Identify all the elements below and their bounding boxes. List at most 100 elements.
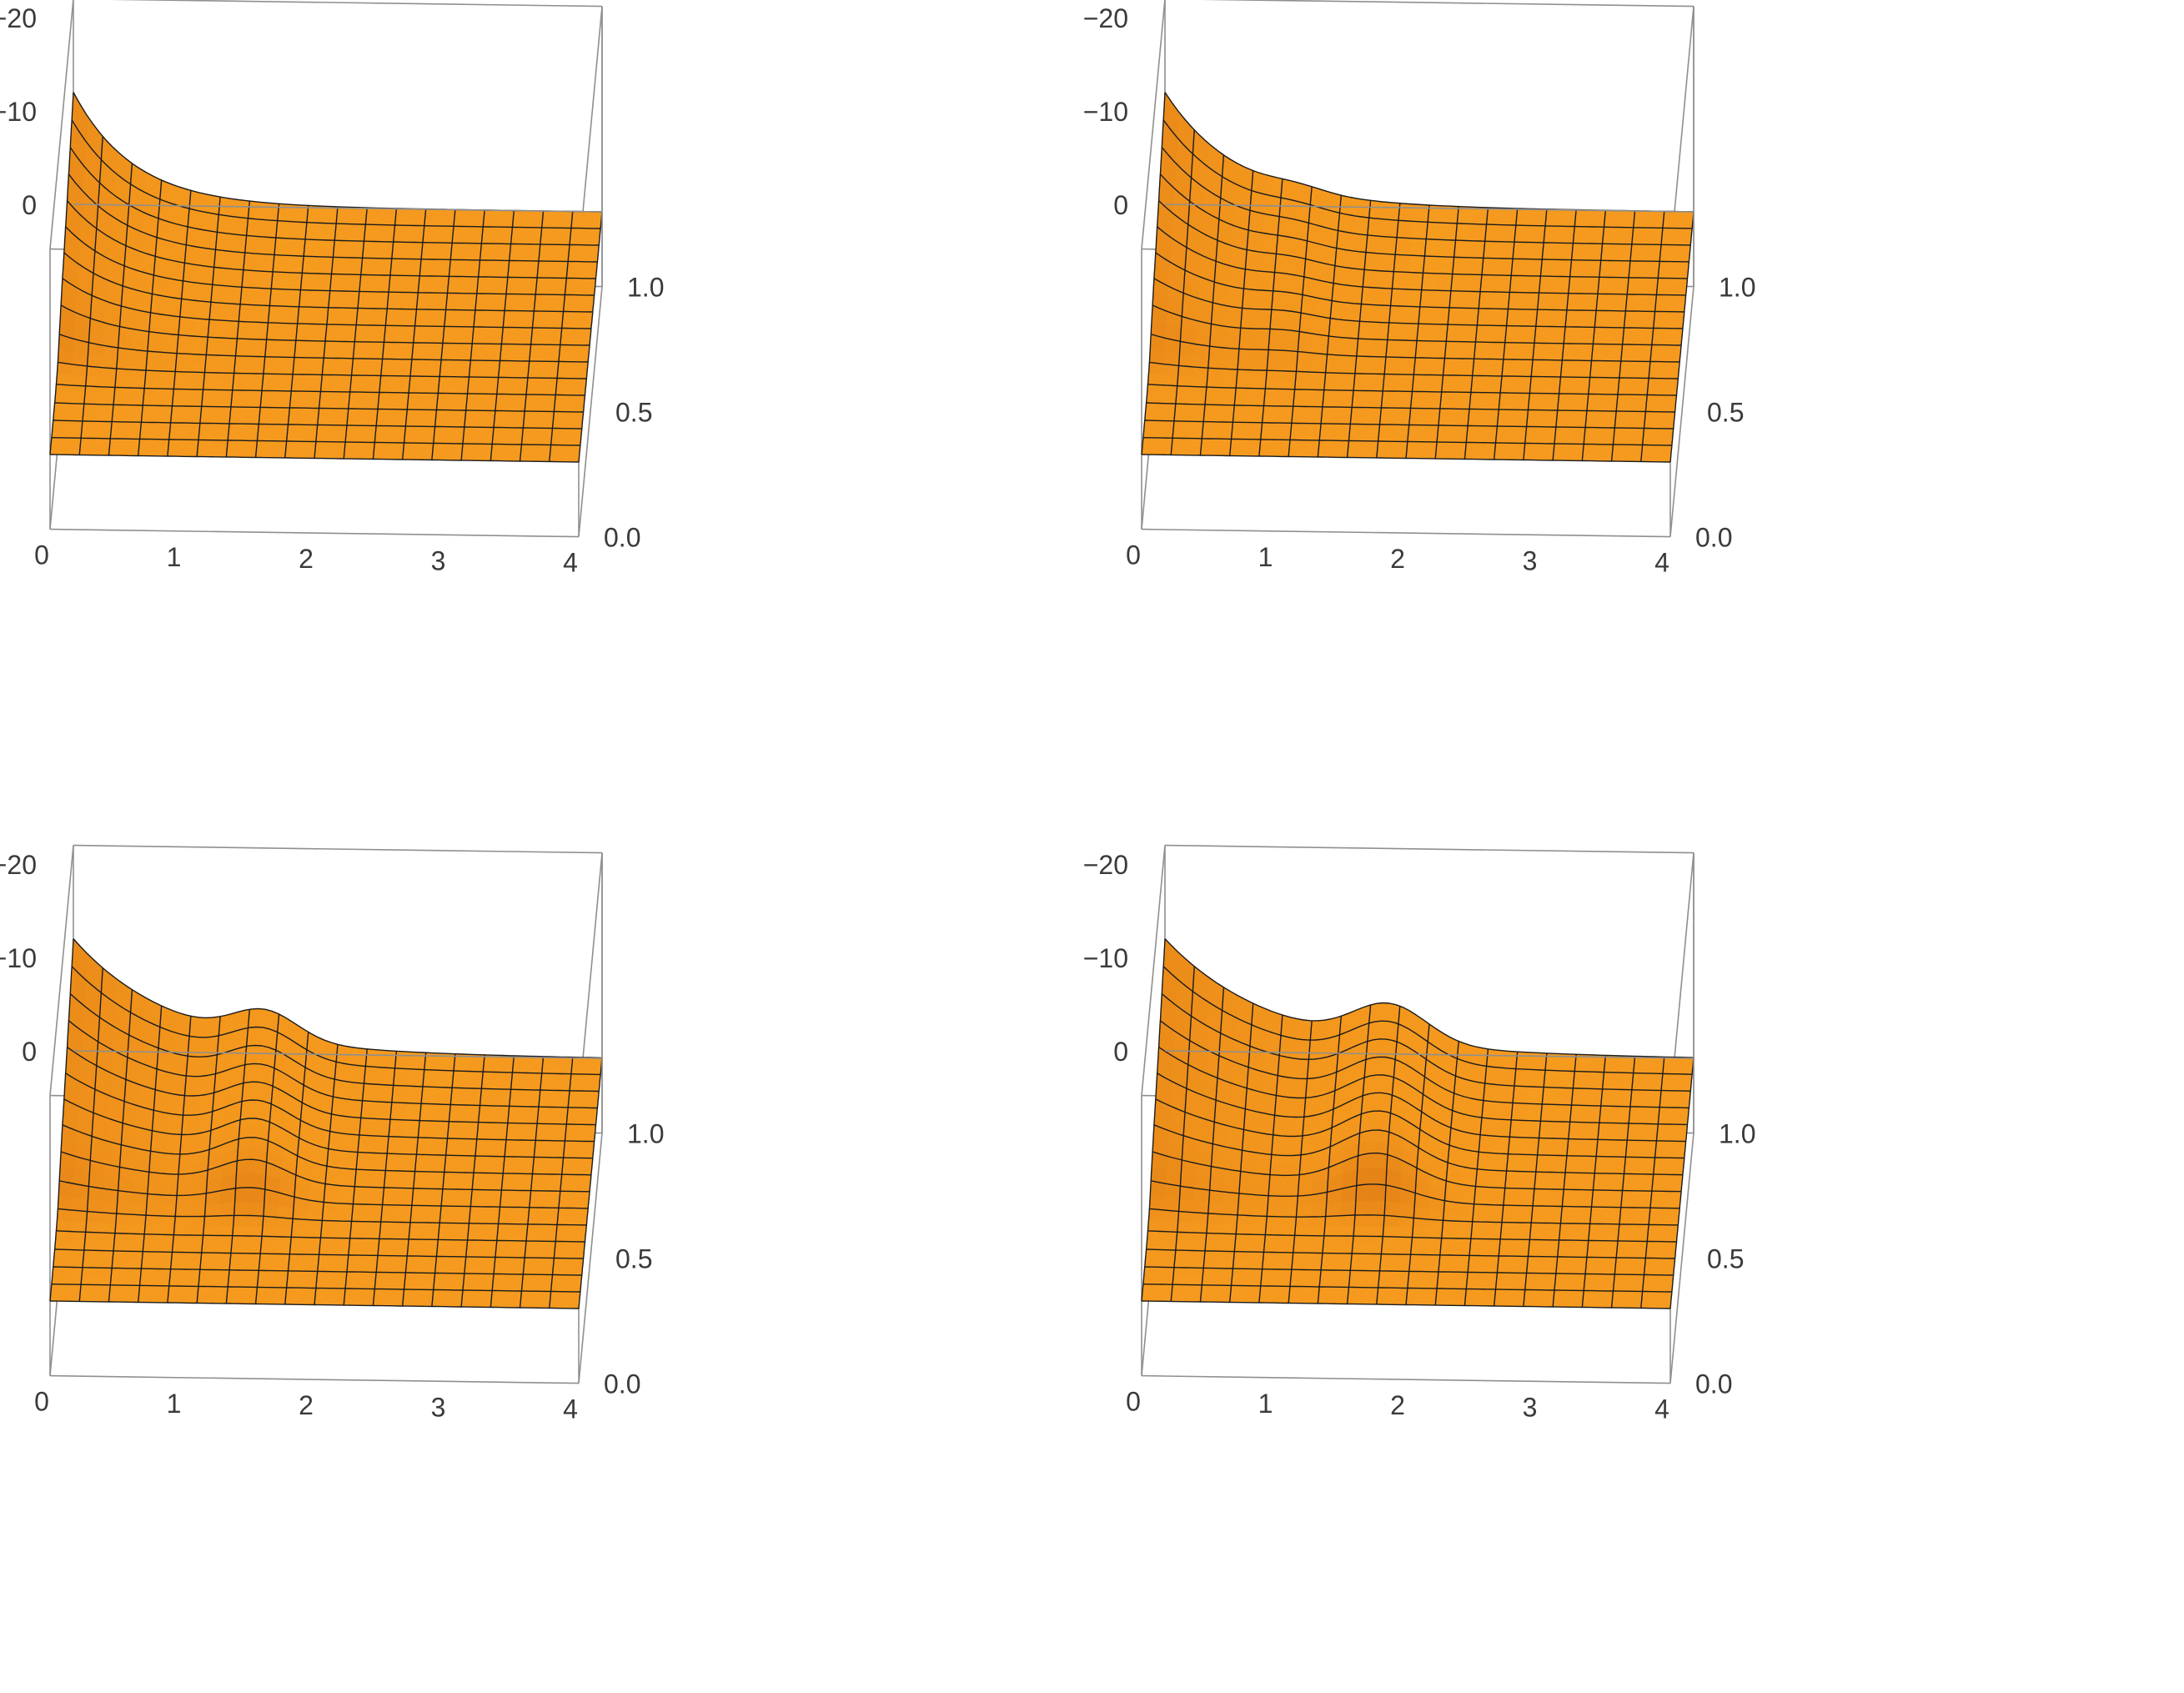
surface-patch — [484, 351, 501, 361]
surface-patch — [1173, 412, 1190, 422]
surface-patch — [1615, 1248, 1633, 1258]
surface-patch — [577, 1149, 595, 1159]
surface-patch — [586, 211, 603, 221]
surface-patch — [1644, 411, 1661, 421]
surface-patch — [205, 345, 223, 356]
surface-patch — [1559, 1231, 1575, 1241]
surface-patch — [1618, 1223, 1634, 1233]
surface-patch — [378, 1238, 394, 1248]
surface-patch — [1597, 284, 1614, 294]
surface-patch — [323, 349, 340, 359]
surface-patch — [479, 418, 495, 428]
surface-patch — [1504, 334, 1521, 344]
surface-patch — [1394, 1253, 1411, 1263]
surface-patch — [391, 409, 408, 419]
surface-patch — [1388, 314, 1405, 324]
surface-patch — [349, 391, 365, 401]
surface-patch — [1566, 1147, 1583, 1157]
surface-patch — [1254, 1163, 1272, 1175]
surface-patch — [1667, 328, 1684, 338]
surface-patch — [152, 1294, 169, 1304]
surface-patch — [376, 249, 394, 259]
surface-patch — [460, 293, 478, 303]
surface-patch — [176, 1183, 193, 1196]
surface-patch — [1636, 1182, 1654, 1192]
surface-patch — [219, 354, 236, 365]
surface-patch — [188, 1026, 205, 1038]
surface-patch — [1634, 1215, 1650, 1225]
surface-patch — [68, 1249, 85, 1259]
surface-patch — [1586, 402, 1603, 412]
surface-patch — [1519, 1171, 1537, 1181]
surface-patch — [208, 319, 225, 330]
surface-patch — [1240, 317, 1257, 329]
mesh-line-x — [254, 1013, 280, 1304]
surface-patch — [377, 400, 394, 410]
surface-patch — [358, 1296, 374, 1306]
surface-patch — [109, 430, 127, 440]
surface-patch — [396, 350, 414, 360]
surface-patch — [1583, 276, 1600, 286]
surface-patch — [1375, 296, 1392, 306]
surface-patch — [461, 443, 478, 453]
surface-patch — [495, 243, 511, 253]
surface-patch — [505, 444, 522, 454]
surface-patch — [1589, 377, 1605, 387]
surface-patch — [1604, 360, 1622, 370]
surface-patch — [71, 1209, 88, 1223]
surface-patch — [247, 381, 264, 391]
surface-patch — [199, 414, 216, 425]
surface-patch — [429, 309, 447, 319]
surface-patch — [339, 1176, 356, 1188]
surface-patch — [1354, 364, 1371, 374]
surface-patch — [1175, 394, 1192, 404]
surface-patch — [161, 352, 178, 364]
surface-patch — [1487, 359, 1504, 369]
surface-patch — [321, 374, 338, 384]
surface-patch — [1545, 1052, 1562, 1063]
surface-patch — [1588, 1232, 1604, 1242]
surface-patch — [1574, 1223, 1591, 1233]
surface-patch — [507, 427, 524, 437]
surface-patch — [1647, 1073, 1664, 1083]
surface-patch — [431, 1138, 448, 1148]
surface-patch — [1616, 235, 1634, 245]
surface-patch — [564, 1299, 580, 1309]
surface-patch — [318, 248, 334, 258]
surface-patch — [1283, 339, 1299, 352]
surface-patch — [545, 335, 562, 345]
surface-patch — [259, 236, 277, 247]
surface-patch — [1464, 299, 1480, 309]
surface-patch — [198, 431, 214, 441]
surface-patch — [1456, 1220, 1474, 1231]
surface-patch — [153, 430, 171, 440]
surface-patch — [264, 356, 280, 366]
surface-patch — [1348, 1287, 1364, 1297]
surface-patch — [1238, 1193, 1254, 1206]
surface-patch — [187, 1046, 204, 1057]
surface-patch — [1469, 400, 1485, 410]
surface-patch — [1413, 212, 1429, 223]
surface-patch — [1571, 401, 1589, 411]
surface-patch — [142, 1242, 159, 1253]
surface-patch — [1202, 1268, 1219, 1278]
surface-patch — [247, 373, 264, 383]
surface-patch — [565, 1115, 583, 1125]
surface-patch — [1491, 316, 1508, 326]
surface-patch — [316, 264, 333, 274]
surface-patch — [510, 402, 526, 412]
surface-patch — [1205, 1233, 1222, 1243]
surface-patch — [1551, 301, 1569, 311]
surface-patch — [1283, 1174, 1300, 1187]
surface-patch — [1450, 282, 1467, 292]
surface-patch — [1360, 304, 1377, 314]
surface-patch — [1634, 210, 1650, 220]
surface-patch — [1538, 1138, 1554, 1148]
surface-patch — [1190, 1241, 1207, 1252]
y-tick-label: 0.0 — [604, 1369, 640, 1399]
surface-patch — [343, 450, 360, 460]
surface-patch — [156, 405, 173, 415]
surface-patch — [510, 1088, 526, 1099]
surface-patch — [1310, 1204, 1327, 1218]
surface-patch — [284, 449, 301, 459]
